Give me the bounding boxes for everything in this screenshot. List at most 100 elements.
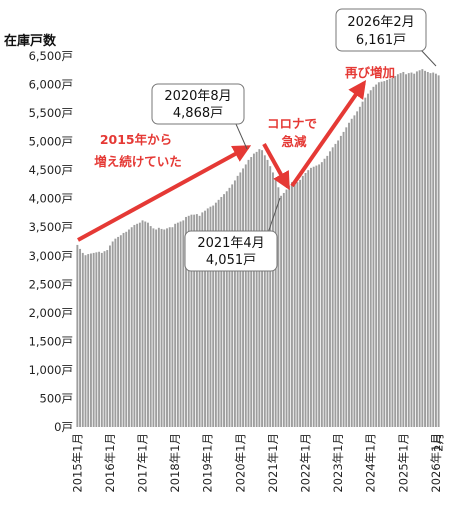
bar xyxy=(386,79,388,427)
y-tick-label: 1,000戸 xyxy=(29,363,73,377)
bar xyxy=(176,222,179,427)
bar xyxy=(155,229,158,427)
x-tick-label: 2019年1月 xyxy=(201,433,215,493)
x-tick-label: 2024年1月 xyxy=(364,433,378,493)
bar xyxy=(263,155,266,427)
bar xyxy=(114,238,117,427)
x-tick-label: 2021年1月 xyxy=(266,433,280,493)
bar xyxy=(323,158,326,428)
y-tick-label: 4,000戸 xyxy=(29,192,73,206)
bar xyxy=(296,182,299,427)
bar xyxy=(109,245,111,427)
bar xyxy=(171,227,174,427)
bar xyxy=(250,157,253,427)
x-tick-label: 2026年1月 xyxy=(429,433,443,493)
bar xyxy=(380,81,383,428)
bar xyxy=(356,111,359,428)
bar xyxy=(334,143,337,427)
bar xyxy=(182,220,185,427)
arrow-increase-again xyxy=(290,80,367,188)
bar xyxy=(79,248,82,427)
bar xyxy=(98,251,101,427)
label-growth-2015: 2015年から 増え続けていた xyxy=(94,132,182,169)
arrow-growth-2015 xyxy=(77,145,252,242)
bar xyxy=(345,127,348,427)
bar xyxy=(133,224,136,427)
bar xyxy=(280,195,283,427)
bar xyxy=(122,232,125,427)
bar xyxy=(252,153,255,427)
bar xyxy=(424,70,427,427)
bar xyxy=(396,74,399,427)
bar xyxy=(383,81,386,428)
x-tick-label: 2017年1月 xyxy=(136,433,150,493)
y-tick-label: 2,500戸 xyxy=(29,277,73,291)
bar xyxy=(147,222,149,427)
bar xyxy=(291,182,293,427)
bar xyxy=(106,250,109,427)
bar xyxy=(179,221,182,427)
bar xyxy=(369,90,372,427)
bar xyxy=(429,73,432,428)
bar xyxy=(307,170,310,427)
bar xyxy=(217,199,220,427)
bar xyxy=(271,172,274,427)
bar xyxy=(89,253,92,427)
x-tick-label: 2025年1月 xyxy=(396,433,410,493)
bar xyxy=(318,164,321,427)
y-tick-label: 0戸 xyxy=(54,420,73,434)
bar xyxy=(144,221,147,427)
bar xyxy=(364,97,367,428)
callout-line: 2026年2月 xyxy=(347,15,414,30)
bar xyxy=(228,187,231,427)
bar xyxy=(128,229,130,427)
red-label-line: 急減 xyxy=(281,134,307,149)
callout-2020-aug: 2020年8月 4,868戸 xyxy=(151,83,248,150)
red-label-line: コロナで xyxy=(267,116,317,131)
callout-leader xyxy=(267,197,281,234)
bar xyxy=(269,166,272,427)
bar xyxy=(331,147,334,427)
y-axis-ticks: 0戸 500戸 1,000戸 1,500戸 2,000戸 2,500戸 3,000戸 3,50… xyxy=(29,49,73,434)
y-tick-label: 3,500戸 xyxy=(29,220,73,234)
label-increase-again: 再び増加 xyxy=(345,65,395,80)
bar xyxy=(299,179,302,427)
bar xyxy=(353,115,356,428)
bar xyxy=(168,227,171,427)
label-covid-drop: コロナで 急減 xyxy=(267,116,317,149)
bar xyxy=(174,223,177,427)
bar xyxy=(258,149,261,427)
callout-leader xyxy=(420,49,437,67)
bar xyxy=(285,189,288,427)
bar xyxy=(198,215,201,427)
bar xyxy=(415,71,418,427)
bar xyxy=(242,168,245,427)
bar xyxy=(247,159,250,427)
bar xyxy=(367,93,369,428)
bar xyxy=(282,192,285,427)
bar xyxy=(163,229,166,427)
bar xyxy=(320,162,323,427)
bar xyxy=(402,71,405,427)
arrow-covid-drop xyxy=(262,143,290,191)
callout-2021-apr: 2021年4月 4,051戸 xyxy=(184,197,281,272)
bar xyxy=(432,72,435,428)
callout-line: 4,051戸 xyxy=(206,253,256,268)
bar xyxy=(233,180,236,427)
bar xyxy=(288,185,291,427)
red-label-line: 再び増加 xyxy=(345,65,395,80)
x-tick-label: 2023年1月 xyxy=(331,433,345,493)
bar xyxy=(201,212,204,427)
bar xyxy=(399,73,402,428)
bar xyxy=(337,140,340,427)
bar xyxy=(239,172,242,427)
bar xyxy=(223,194,225,427)
bar xyxy=(214,202,217,427)
bar xyxy=(375,84,378,427)
bar xyxy=(434,73,437,427)
bar xyxy=(185,216,187,427)
bar xyxy=(204,210,206,427)
bar xyxy=(95,252,98,427)
bar xyxy=(84,255,87,427)
bar xyxy=(236,175,239,427)
